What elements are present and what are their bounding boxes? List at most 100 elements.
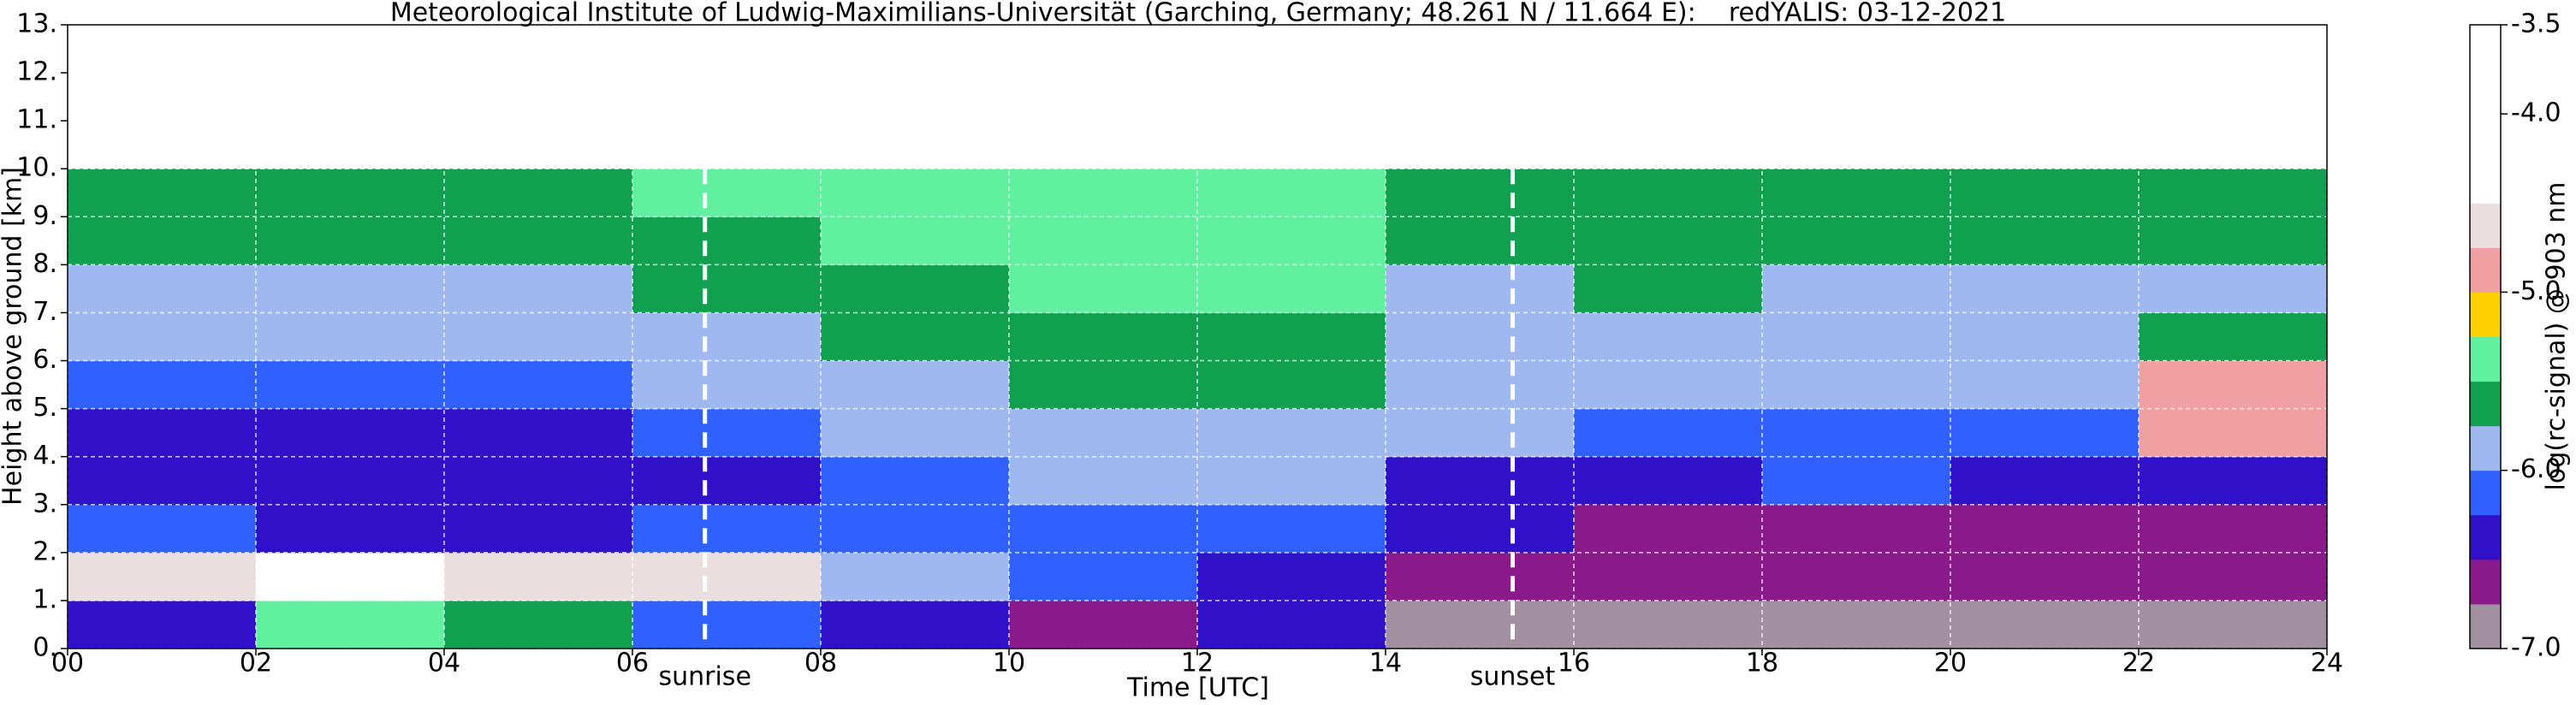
heatmap-cell — [632, 456, 822, 506]
heatmap-cell — [1950, 504, 2140, 554]
heatmap-cell — [68, 600, 257, 649]
heatmap-cell — [632, 264, 822, 313]
colorbar-segment — [2470, 158, 2501, 204]
heatmap-cell — [1950, 456, 2140, 506]
heatmap-cell — [1197, 169, 1386, 217]
heatmap-cell — [1762, 552, 1951, 601]
heatmap-cell — [1574, 408, 1763, 458]
heatmap-cell — [1950, 169, 2140, 217]
heatmap-cell — [444, 408, 633, 458]
heatmap-cell — [1574, 504, 1763, 554]
heatmap-cell — [821, 504, 1010, 554]
heatmap-cell — [2139, 456, 2328, 506]
x-tick-label: 20 — [1934, 649, 1967, 678]
heatmap-cell — [1574, 600, 1763, 649]
colorbar-segment — [2470, 381, 2501, 427]
heatmap-cell — [821, 456, 1010, 506]
y-tick-label: 13. — [16, 9, 57, 39]
heatmap-cell — [1009, 360, 1198, 410]
heatmap-cell — [1386, 600, 1575, 649]
colorbar-tick-label: -5.0 — [2511, 276, 2561, 306]
y-tick-label: 8. — [33, 249, 57, 279]
heatmap-cell — [444, 312, 633, 362]
heatmap-cell — [1386, 312, 1575, 362]
heatmap-cell — [256, 312, 445, 362]
heatmap-cell — [444, 456, 633, 506]
colorbar-segment — [2470, 203, 2501, 248]
heatmap-cell — [444, 216, 633, 265]
heatmap-cell — [1009, 504, 1198, 554]
heatmap-cell — [68, 360, 257, 410]
heatmap-cell — [632, 312, 822, 362]
heatmap-cell — [1009, 169, 1198, 217]
colorbar-segment — [2470, 336, 2501, 382]
heatmap-cell — [1386, 216, 1575, 265]
heatmap-cell — [2139, 600, 2328, 649]
x-tick-label: 08 — [804, 649, 837, 678]
heatmap-cell — [632, 600, 822, 649]
x-tick-label: 22 — [2122, 649, 2155, 678]
x-tick-label: 00 — [51, 649, 84, 678]
heatmap-cell — [1386, 360, 1575, 410]
colorbar-segment — [2470, 559, 2501, 605]
y-tick-label: 1. — [33, 584, 57, 614]
annotation-label: sunset — [1470, 662, 1556, 692]
heatmap-cell — [1009, 456, 1198, 506]
colorbar-segment — [2470, 470, 2501, 516]
heatmap-cell — [1574, 169, 1763, 217]
heatmap-cell — [2139, 312, 2328, 362]
heatmap-cell — [444, 600, 633, 649]
heatmap-cell — [1197, 552, 1386, 601]
heatmap-cell — [444, 264, 633, 313]
heatmap-cell — [68, 264, 257, 313]
heatmap-cell — [1386, 408, 1575, 458]
heatmap-cell — [68, 456, 257, 506]
heatmap-cell — [1386, 504, 1575, 554]
heatmap-cell — [1950, 408, 2140, 458]
heatmap-cell — [1009, 552, 1198, 601]
y-tick-label: 12. — [16, 57, 57, 87]
heatmap-cell — [256, 408, 445, 458]
colorbar-label: log(rc-signal) @ 903 nm — [2542, 182, 2572, 491]
heatmap-cell — [68, 504, 257, 554]
heatmap-cell — [256, 552, 445, 601]
heatmap-cell — [68, 216, 257, 265]
colorbar-segment — [2470, 425, 2501, 471]
heatmap-cell — [632, 552, 822, 601]
heatmap-cell — [1574, 360, 1763, 410]
heatmap-cell — [256, 169, 445, 217]
heatmap-cell — [1950, 360, 2140, 410]
heatmap-cell — [2139, 552, 2328, 601]
colorbar-frame — [2469, 24, 2502, 649]
heatmap-cell — [2139, 169, 2328, 217]
heatmap-cell — [632, 408, 822, 458]
heatmap-cell — [1197, 504, 1386, 554]
heatmap-cell — [821, 216, 1010, 265]
heatmap-cell — [1386, 456, 1575, 506]
y-tick-label: 2. — [33, 536, 57, 566]
x-tick-label: 10 — [993, 649, 1025, 678]
heatmap-cell — [444, 552, 633, 601]
heatmap-cell — [1574, 216, 1763, 265]
x-tick-label: 18 — [1746, 649, 1778, 678]
y-tick-label: 7. — [33, 297, 57, 327]
x-tick-label: 24 — [2311, 649, 2343, 678]
heatmap-cell — [1950, 312, 2140, 362]
heatmap-cell — [1574, 456, 1763, 506]
colorbar-tick-label: -4.0 — [2511, 98, 2561, 128]
heatmap-cell — [632, 360, 822, 410]
x-tick-label: 16 — [1558, 649, 1590, 678]
x-tick-label: 12 — [1181, 649, 1214, 678]
colorbar-segment — [2470, 114, 2501, 159]
heatmap-cell — [1197, 360, 1386, 410]
heatmap-cell — [821, 312, 1010, 362]
plot-frame — [67, 24, 2328, 649]
heatmap-cell — [1762, 216, 1951, 265]
x-tick-label: 14 — [1369, 649, 1402, 678]
colorbar-tick-label: -6.0 — [2511, 454, 2561, 484]
heatmap-cell — [444, 360, 633, 410]
heatmap-cell — [632, 169, 822, 217]
heatmap-cell — [68, 408, 257, 458]
heatmap-cell — [2139, 360, 2328, 410]
